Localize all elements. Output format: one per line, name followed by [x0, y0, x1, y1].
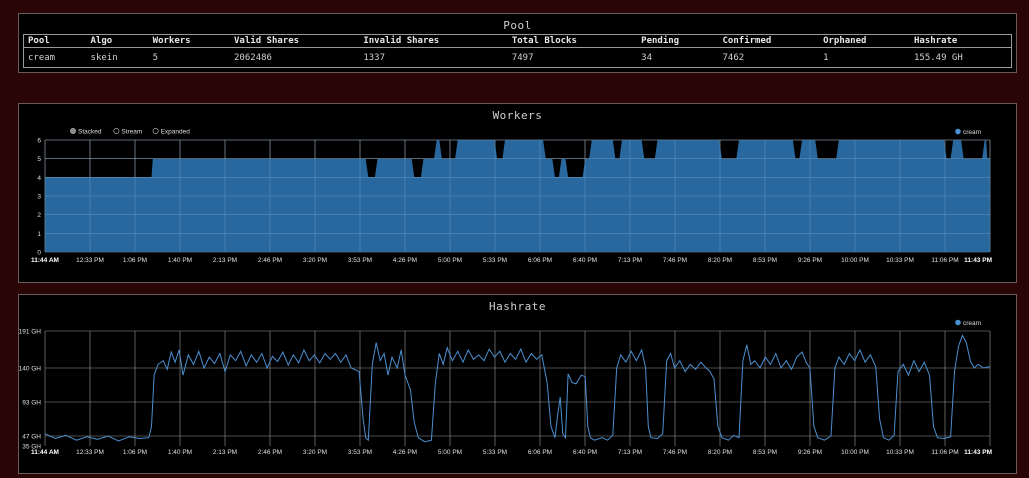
radio-expanded-label[interactable]: Expanded: [161, 129, 191, 136]
y-tick-label: 35 GH: [22, 444, 41, 451]
cell-pool: cream: [28, 52, 56, 63]
x-tick-label: 2:13 PM: [213, 257, 237, 264]
x-tick-label: 3:53 PM: [348, 257, 372, 264]
column-header-pool: Pool: [23, 34, 87, 48]
column-header-confirmed: Confirmed: [718, 34, 820, 48]
x-tick-label: 7:46 PM: [663, 257, 687, 264]
x-tick-label: 3:20 PM: [303, 449, 327, 456]
x-tick-label: 4:26 PM: [393, 449, 417, 456]
x-tick-label: 5:33 PM: [483, 257, 507, 264]
x-tick-label: 10:00 PM: [841, 449, 869, 456]
x-tick-label: 7:13 PM: [618, 449, 642, 456]
x-tick-label: 10:33 PM: [886, 449, 914, 456]
workers-chart: 0 1 2 3 4 5 6 11:44 AM 12:33 PM 1:06 PM 1:40 PM 2:1…: [31, 128, 992, 264]
x-tick-label: 2:13 PM: [213, 449, 237, 456]
x-tick-label: 9:26 PM: [798, 449, 822, 456]
x-tick-label: 6:40 PM: [573, 449, 597, 456]
x-tick-label: 9:26 PM: [798, 257, 822, 264]
radio-expanded-icon[interactable]: [152, 128, 159, 134]
x-tick-label: 11:43 PM: [964, 449, 992, 456]
x-tick-label: 3:53 PM: [348, 449, 372, 456]
cell-hashrate: 155.49 GH: [914, 52, 963, 63]
x-tick-label: 10:33 PM: [886, 257, 914, 264]
column-header-valid-shares: Valid Shares: [230, 34, 360, 48]
hashrate-title: Hashrate: [489, 300, 546, 313]
hashrate-panel: Hashrate 35 GH 47 GH 93 GH 140 GH 191 GH 11:4…: [18, 294, 1017, 474]
x-tick-label: 11:06 PM: [931, 449, 958, 456]
y-tick-label: 2: [37, 212, 41, 219]
cell-algo: skein: [90, 52, 118, 63]
x-tick-label: 11:06 PM: [931, 257, 958, 264]
x-tick-label: 1:06 PM: [123, 449, 147, 456]
legend-dot-icon[interactable]: [955, 319, 961, 326]
pool-panel: Pool Pool Algo Workers Valid Shares Invalid …: [18, 13, 1017, 73]
y-tick-label: 191 GH: [19, 329, 41, 336]
pool-title: Pool: [503, 19, 532, 32]
x-tick-label: 11:43 PM: [964, 257, 992, 264]
x-tick-label: 8:20 PM: [708, 257, 732, 264]
x-tick-label: 10:00 PM: [841, 257, 869, 264]
workers-panel: Workers 0 1 2 3 4 5 6 11:44 AM 12:33 PM 1:06 PM 1:…: [18, 103, 1017, 283]
x-tick-label: 7:46 PM: [663, 449, 687, 456]
legend-label-cream[interactable]: cream: [963, 129, 981, 136]
series-line-cream: [44, 334, 991, 443]
x-tick-label: 5:00 PM: [438, 449, 462, 456]
x-tick-label: 8:53 PM: [753, 257, 777, 264]
legend-dot-icon[interactable]: [955, 128, 961, 135]
cell-orphaned: 1: [823, 52, 829, 63]
column-header-algo: Algo: [86, 34, 149, 48]
x-tick-label: 7:13 PM: [618, 257, 642, 264]
y-tick-label: 140 GH: [19, 366, 41, 373]
y-tick-label: 93 GH: [22, 400, 41, 407]
column-header-pending: Pending: [637, 34, 719, 48]
x-tick-label: 12:33 PM: [76, 257, 104, 264]
hashrate-chart: 35 GH 47 GH 93 GH 140 GH 191 GH 11:44 AM 12:33…: [19, 319, 992, 456]
x-tick-label: 12:33 PM: [76, 449, 104, 456]
x-tick-label: 3:20 PM: [303, 257, 327, 264]
x-tick-label: 8:20 PM: [708, 449, 732, 456]
x-tick-label: 6:06 PM: [528, 449, 552, 456]
y-tick-label: 3: [37, 194, 41, 201]
y-tick-label: 47 GH: [22, 434, 41, 441]
column-header-workers: Workers: [148, 34, 231, 48]
cell-invalid-shares: 1337: [363, 52, 386, 63]
x-tick-label: 2:46 PM: [258, 449, 282, 456]
cell-total-blocks: 7497: [511, 52, 534, 63]
pool-table: Pool Algo Workers Valid Shares Invalid Share…: [23, 34, 1012, 68]
column-header-invalid-shares: Invalid Shares: [359, 34, 508, 48]
column-header-hashrate: Hashrate: [910, 34, 1012, 48]
cell-valid-shares: 2062486: [234, 52, 272, 63]
x-tick-label: 6:06 PM: [528, 257, 552, 264]
column-header-orphaned: Orphaned: [819, 34, 910, 48]
x-tick-label: 1:40 PM: [168, 449, 192, 456]
x-tick-label: 1:40 PM: [168, 257, 192, 264]
radio-stacked-icon[interactable]: [70, 128, 76, 134]
y-tick-label: 1: [37, 231, 41, 238]
radio-stacked-label[interactable]: Stacked: [78, 129, 102, 136]
x-tick-label: 5:00 PM: [438, 257, 462, 264]
cell-workers: 5: [152, 52, 159, 63]
cell-confirmed: 7462: [722, 52, 745, 63]
x-tick-label: 6:40 PM: [573, 257, 597, 264]
x-tick-label: 8:53 PM: [753, 449, 777, 456]
legend-label-cream[interactable]: cream: [963, 320, 981, 327]
x-tick-label: 11:44 AM: [31, 257, 59, 264]
radio-stream-label[interactable]: Stream: [121, 129, 142, 136]
cell-pending: 34: [641, 52, 653, 63]
y-tick-label: 0: [37, 250, 41, 257]
column-header-total-blocks: Total Blocks: [507, 34, 638, 48]
x-tick-label: 2:46 PM: [258, 257, 282, 264]
x-tick-label: 4:26 PM: [393, 257, 417, 264]
x-tick-label: 5:33 PM: [483, 449, 507, 456]
table-row: cream skein 5 2062486 1337 7497 34 7462 1 155.49 …: [24, 48, 1012, 68]
y-tick-label: 5: [37, 156, 41, 163]
x-tick-label: 1:06 PM: [123, 257, 147, 264]
radio-stream-icon[interactable]: [113, 128, 120, 134]
y-tick-label: 4: [37, 175, 41, 182]
x-tick-label: 11:44 AM: [31, 449, 59, 456]
y-tick-label: 6: [37, 138, 41, 145]
pool-table-header: Pool Algo Workers Valid Shares Invalid Share…: [23, 34, 1012, 48]
workers-title: Workers: [492, 109, 543, 122]
